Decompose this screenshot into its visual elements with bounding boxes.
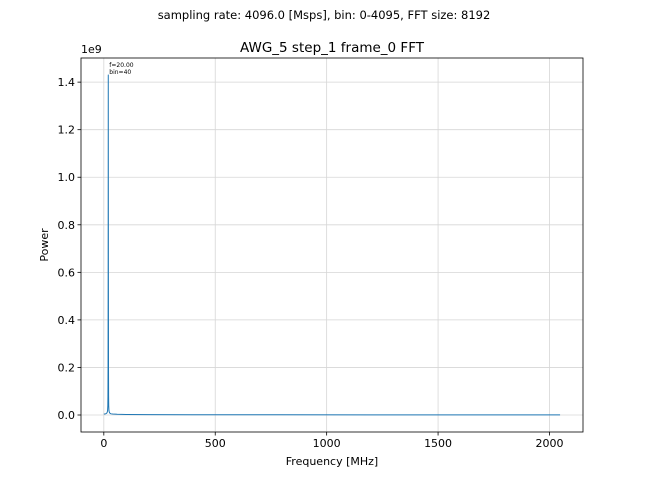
grid-layer [81,58,583,432]
y-axis-label: Power [38,228,51,262]
peak-annotation: f=20.00 [109,62,133,69]
figure-suptitle: sampling rate: 4096.0 [Msps], bin: 0-409… [158,8,491,22]
series-layer [103,74,561,416]
plot-frame [80,57,584,433]
fft-power-line [103,74,561,416]
peak-annotation: bin=40 [109,69,131,76]
y-tick-label: 0.6 [58,266,76,279]
y-tick-label: 0.4 [58,314,76,327]
chart-title: AWG_5 step_1 frame_0 FFT [240,40,425,56]
x-tick-label: 2000 [535,437,563,450]
y-tick-label: 0.8 [58,219,76,232]
y-tick-label: 1.0 [58,171,76,184]
tick-layer: 0 500 1000 1500 2000 0.0 0.2 0.4 0.6 0.8 1.0 1.2 1.4 [58,76,564,450]
x-axis-label: Frequency [MHz] [286,455,378,468]
x-tick-label: 0 [100,437,107,450]
y-offset-label: 1e9 [81,43,102,56]
y-tick-label: 1.4 [58,76,76,89]
y-tick-label: 1.2 [58,124,76,137]
x-tick-label: 1000 [313,437,341,450]
y-tick-label: 0.0 [58,409,76,422]
x-tick-label: 500 [205,437,226,450]
y-tick-label: 0.2 [58,361,76,374]
x-tick-label: 1500 [424,437,452,450]
